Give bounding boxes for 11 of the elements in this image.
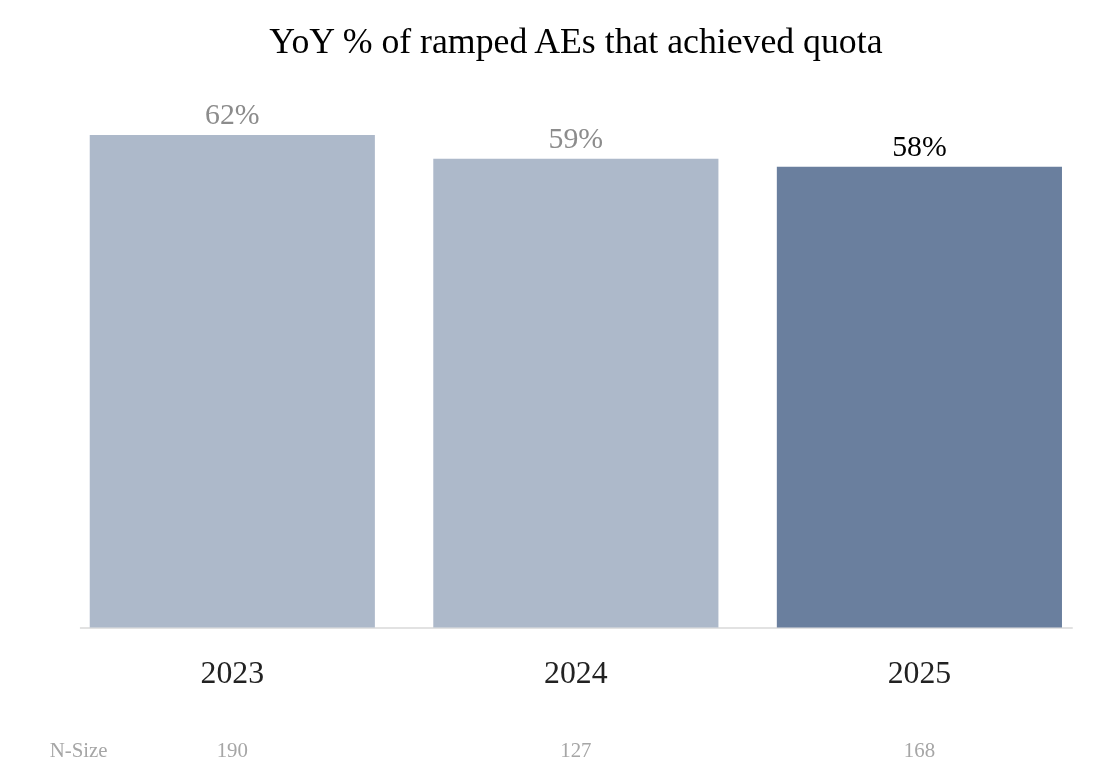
text: 190 bbox=[216, 737, 248, 762]
text: 168 bbox=[903, 737, 936, 762]
data-label: 59% bbox=[548, 120, 604, 154]
x-tick-label: 2025 bbox=[887, 654, 952, 690]
text: 127 bbox=[560, 737, 592, 762]
x-tick-label: 2024 bbox=[544, 654, 608, 690]
text: N-Size bbox=[49, 737, 108, 762]
x-tick-label: 2023 bbox=[200, 654, 265, 690]
data-label: 58% bbox=[892, 128, 947, 162]
chart-title: YoY % of ramped AEs that achieved quota bbox=[269, 20, 883, 61]
data-label: 62% bbox=[205, 97, 260, 131]
